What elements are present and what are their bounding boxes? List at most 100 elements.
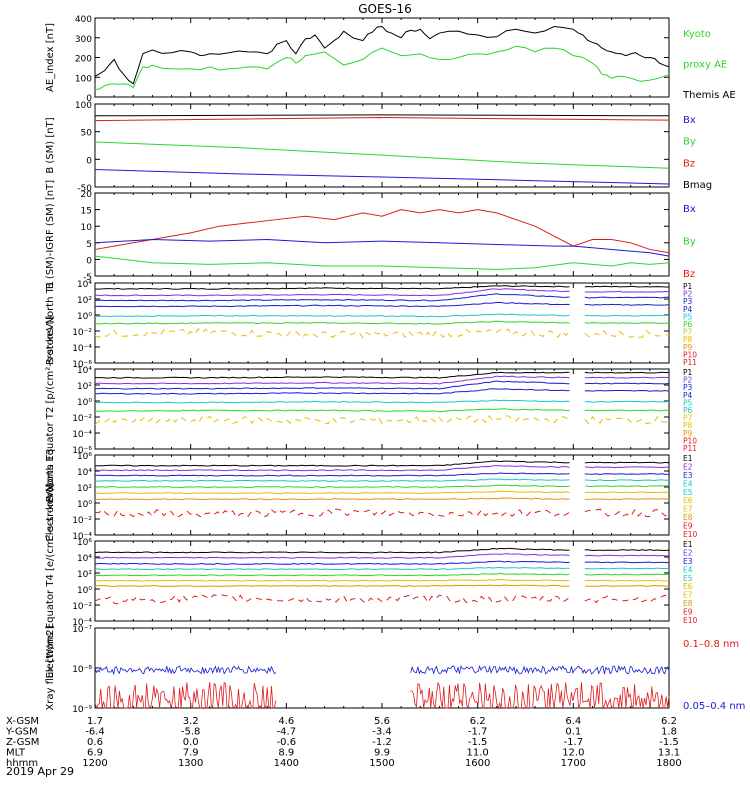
legend-entry: P9	[683, 429, 693, 438]
legend-entry: E7	[683, 505, 693, 514]
panel-ae: 400 300 200 100 0 AE_index [nT] Kyoto proxy AE T…	[45, 15, 736, 104]
panel-xray: 10⁻⁷ 10⁻⁸ 10⁻⁹ Xray flux [W/m2] 0.1–0.8 nm 0.…	[45, 625, 745, 715]
x-row-value: 4.6	[278, 716, 294, 727]
x-row-label: hhmm	[6, 758, 38, 769]
y-tick-label: 15	[81, 207, 92, 217]
legend-entry: P7	[683, 328, 693, 337]
x-axis-labels: X-GSM 1.7 3.2 4.6 5.6 6.2 6.4 6.2 Y-GSM -6.4 -5.8 -…	[5, 716, 682, 769]
y-tick-label: 10²	[77, 570, 92, 580]
x-row-value: -1.5	[468, 737, 488, 748]
legend-entry: proxy AE	[683, 60, 727, 71]
y-tick-label: 200	[75, 55, 92, 65]
legend-entry: P4	[683, 391, 693, 400]
x-row-value: 1700	[561, 758, 586, 769]
y-tick-label: 0	[86, 156, 92, 166]
series-line	[94, 560, 570, 565]
series-line	[94, 584, 570, 587]
x-row-value: 6.2	[661, 716, 677, 727]
y-tick-label: 10²	[77, 484, 92, 494]
y-tick-label: 10⁴	[77, 468, 92, 478]
legend-entry: 0.05–0.4 nm	[683, 701, 745, 712]
y-tick-label: 100	[75, 101, 92, 111]
legend-entry: E3	[683, 557, 693, 566]
series-line	[584, 415, 670, 425]
series-line	[584, 285, 670, 288]
series-line	[94, 399, 570, 404]
legend-entry: E10	[683, 616, 698, 625]
series-line	[94, 490, 570, 495]
x-row-value: -4.7	[277, 727, 297, 738]
series-line	[584, 290, 670, 293]
legend-entry: E9	[683, 608, 693, 617]
series-line	[584, 371, 670, 374]
series-line	[94, 681, 277, 710]
legend-entry: E10	[683, 530, 698, 539]
x-row-value: 1.7	[87, 716, 103, 727]
y-tick-label: 10⁻²	[72, 602, 92, 612]
series-line	[584, 382, 670, 385]
y-axis-label: AE_index [nT]	[45, 23, 56, 92]
y-tick-label: 10⁴	[77, 554, 92, 564]
y-tick-label: 10⁻⁴	[72, 344, 92, 354]
series-line	[94, 114, 670, 117]
x-row-value: 1400	[274, 758, 299, 769]
date-label: 2019 Apr 29	[6, 765, 74, 778]
x-row-value: 9.9	[374, 748, 390, 759]
series-line	[584, 473, 670, 475]
series-line	[584, 376, 670, 379]
y-tick-label: 50	[81, 129, 93, 139]
y-axis-label: B (SM) [nT]	[45, 117, 56, 173]
y-tick-label: 20	[81, 190, 93, 200]
legend-entry: 0.1–0.8 nm	[683, 639, 739, 650]
x-row-value: 5.6	[374, 716, 390, 727]
y-tick-label: 10⁻²	[72, 516, 92, 526]
series-line	[94, 484, 570, 488]
legend-entry: E2	[683, 462, 693, 471]
series-line	[94, 285, 570, 290]
legend-entry: P10	[683, 350, 697, 359]
legend-entry: E8	[683, 513, 693, 522]
y-axis-label: Protons North T1	[45, 281, 56, 365]
legend-entry: E1	[683, 454, 693, 463]
y-tick-label: 10⁻⁴	[72, 532, 92, 542]
series-line	[94, 117, 670, 122]
x-row-value: -1.2	[372, 737, 392, 748]
series-line	[94, 594, 570, 605]
series-line	[94, 414, 570, 425]
legend-entry: P1	[683, 282, 693, 291]
y-tick-label: 10⁶	[77, 538, 92, 548]
series-line	[94, 553, 570, 559]
y-tick-label: 10⁰	[77, 398, 92, 408]
series-line	[94, 328, 570, 339]
panel-pt2: 10⁴ 10² 10⁰ 10⁻² 10⁻⁴ 10⁻⁶ Protons Equator T2 …	[45, 316, 697, 503]
legend-entry: E2	[683, 548, 693, 557]
panel-et3: 10⁶ 10⁴ 10² 10⁰ 10⁻² 10⁻⁴ Electrons North T3 E1…	[45, 448, 698, 542]
legend-entry: E6	[683, 582, 693, 591]
legend-entry: Bmag	[683, 180, 712, 191]
series-line	[94, 460, 570, 467]
y-tick-label: 0	[86, 94, 92, 104]
x-row-value: -0.6	[277, 737, 297, 748]
x-row-value: 13.1	[658, 748, 680, 759]
legend-entry: P3	[683, 297, 693, 306]
series-line	[584, 554, 670, 557]
legend-entry: E6	[683, 496, 693, 505]
plot-title: GOES-16	[358, 2, 412, 16]
series-line	[584, 491, 670, 494]
y-tick-label: 5	[86, 240, 92, 250]
legend-entry: P5	[683, 312, 693, 321]
y-tick-label: 10⁰	[77, 500, 92, 510]
panel-frame	[94, 627, 670, 709]
legend-entry: E5	[683, 488, 693, 497]
series-line	[94, 238, 670, 257]
legend-entry: E9	[683, 522, 693, 531]
series-line	[584, 549, 670, 551]
legend-entry: Bz	[683, 158, 695, 169]
series-line	[94, 169, 670, 185]
y-tick-label: 10⁰	[77, 586, 92, 596]
legend-entry: P10	[683, 436, 697, 445]
series-line	[584, 561, 670, 564]
series-line	[94, 380, 570, 390]
series-line	[584, 485, 670, 488]
y-tick-label: 0	[86, 256, 92, 266]
